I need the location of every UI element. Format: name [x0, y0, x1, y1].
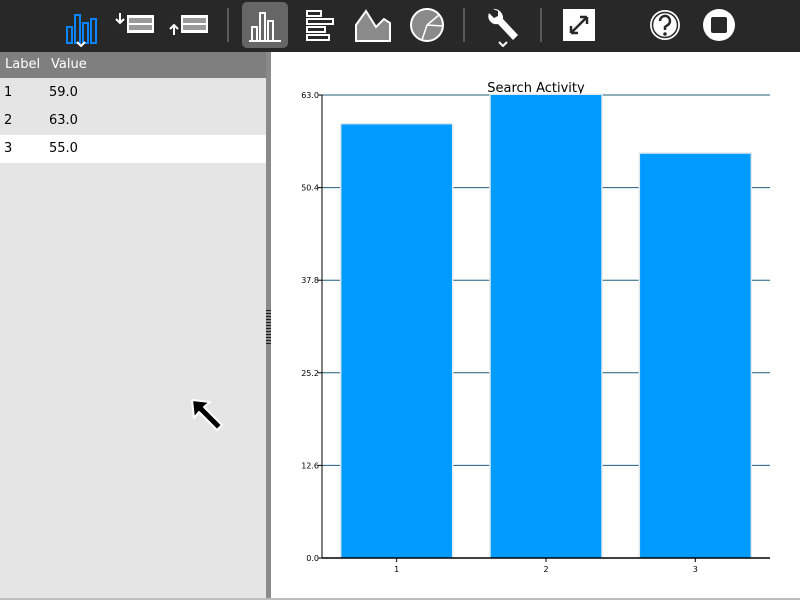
- settings-button[interactable]: [480, 2, 526, 48]
- chart-title: Search Activity: [487, 81, 585, 96]
- toolbar-separator: [540, 8, 542, 42]
- bottom-border: [0, 598, 800, 600]
- row-value[interactable]: 59.0: [49, 85, 78, 100]
- area-chart-button[interactable]: [350, 2, 396, 48]
- tick-labels: 0.0 12.6 25.2 37.8 50.4 63.0 1 2 3: [301, 91, 698, 574]
- toolbar-separator: [463, 8, 465, 42]
- chart-area: Search Activity 0.0 12.6 25.2 37.8 50.4 63.0 1…: [271, 52, 800, 598]
- label-column-header: Label: [5, 57, 41, 72]
- table-row[interactable]: 1 59.0: [0, 79, 266, 107]
- bar-2[interactable]: [490, 95, 602, 558]
- stop-button[interactable]: [696, 2, 742, 48]
- y-tick-label: 50.4: [301, 184, 319, 193]
- chevron-down-icon: [76, 41, 86, 47]
- vertical-bar-chart-icon: [249, 12, 281, 42]
- toolbar-separator: [227, 8, 229, 42]
- bar-chart-button[interactable]: [242, 2, 288, 48]
- y-tick-label: 63.0: [301, 91, 319, 100]
- splitter-grip-handle[interactable]: [266, 308, 271, 344]
- wrench-icon: [488, 8, 518, 40]
- row-label: 2: [4, 113, 13, 128]
- axes: [318, 94, 770, 562]
- horizontal-bar-chart-icon: [306, 10, 334, 41]
- y-tick-label: 37.8: [301, 276, 319, 285]
- fullscreen-icon: [563, 9, 595, 41]
- x-tick-label: 3: [693, 565, 698, 574]
- row-label: 1: [4, 85, 13, 100]
- x-tick-label: 1: [394, 565, 399, 574]
- bar-3[interactable]: [640, 153, 751, 558]
- table-header: Label Value: [0, 52, 266, 78]
- pie-chart-button[interactable]: [404, 2, 450, 48]
- bar-chart: Search Activity 0.0 12.6 25.2 37.8 50.4 63.0 1…: [301, 81, 770, 574]
- remove-row-icon: [169, 15, 208, 35]
- stop-icon: [703, 9, 735, 41]
- area-chart-icon: [355, 9, 391, 42]
- y-tick-label: 25.2: [301, 369, 319, 378]
- toolbar: [0, 0, 800, 52]
- y-tick-label: 12.6: [301, 461, 319, 470]
- row-label: 3: [4, 141, 13, 156]
- data-table-panel: Label Value 1 59.0 2 63.0 3 55.0: [0, 52, 266, 600]
- add-row-button[interactable]: [112, 2, 158, 48]
- table-row[interactable]: 2 63.0: [0, 107, 266, 135]
- fullscreen-button[interactable]: [556, 2, 602, 48]
- panel-splitter[interactable]: [266, 52, 271, 600]
- add-row-icon: [115, 13, 154, 33]
- bar-1[interactable]: [341, 124, 452, 559]
- help-button[interactable]: [642, 2, 688, 48]
- table-row-selected[interactable]: 3 55.0: [0, 135, 266, 163]
- remove-row-button[interactable]: [166, 2, 212, 48]
- row-value[interactable]: 55.0: [49, 141, 78, 156]
- value-column-header: Value: [51, 57, 87, 72]
- chart-activity-button[interactable]: [58, 2, 104, 48]
- help-icon: [650, 10, 680, 40]
- bar-chart-icon: [66, 14, 97, 44]
- row-value[interactable]: 63.0: [49, 113, 78, 128]
- bars: [339, 93, 753, 559]
- horizontal-bar-chart-button[interactable]: [296, 2, 342, 48]
- pie-chart-icon: [410, 8, 444, 42]
- x-tick-label: 2: [543, 565, 548, 574]
- chevron-down-icon: [498, 41, 508, 47]
- y-tick-label: 0.0: [306, 554, 319, 563]
- mouse-pointer-icon: [191, 399, 223, 431]
